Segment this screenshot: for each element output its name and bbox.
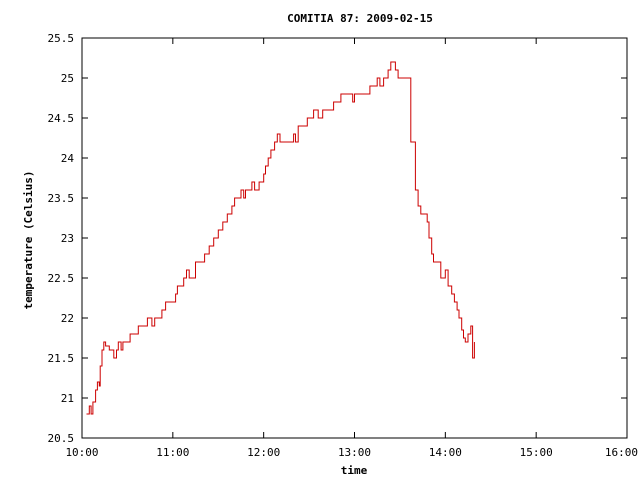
y-tick-label: 22 (61, 312, 74, 325)
temperature-series-line (86, 61, 475, 415)
x-tick-label: 16:00 (605, 446, 638, 459)
y-axis: 20.5 21 21.5 22 22.5 23 23.5 24 24.5 25 25.5 (48, 32, 627, 445)
y-axis-label: temperature (Celsius) (22, 170, 35, 309)
x-tick-label: 13:00 (338, 446, 371, 459)
x-tick-label: 15:00 (520, 446, 553, 459)
y-tick-label: 23 (61, 232, 74, 245)
y-tick-label: 21.5 (48, 352, 75, 365)
x-axis-label: time (341, 464, 368, 477)
x-axis: 10:00 11:00 12:00 13:00 14:00 15:00 16:00 (65, 38, 638, 459)
y-tick-label: 24 (61, 152, 75, 165)
y-tick-label: 25.5 (48, 32, 75, 45)
y-tick-label: 25 (61, 72, 74, 85)
y-tick-label: 21 (61, 392, 74, 405)
y-tick-label: 22.5 (48, 272, 75, 285)
x-tick-label: 14:00 (429, 446, 462, 459)
x-tick-label: 10:00 (65, 446, 98, 459)
y-tick-label: 20.5 (48, 432, 75, 445)
x-tick-label: 12:00 (247, 446, 280, 459)
y-tick-label: 24.5 (48, 112, 75, 125)
x-tick-label: 11:00 (156, 446, 189, 459)
y-tick-label: 23.5 (48, 192, 75, 205)
chart-title: COMITIA 87: 2009-02-15 (287, 12, 433, 25)
